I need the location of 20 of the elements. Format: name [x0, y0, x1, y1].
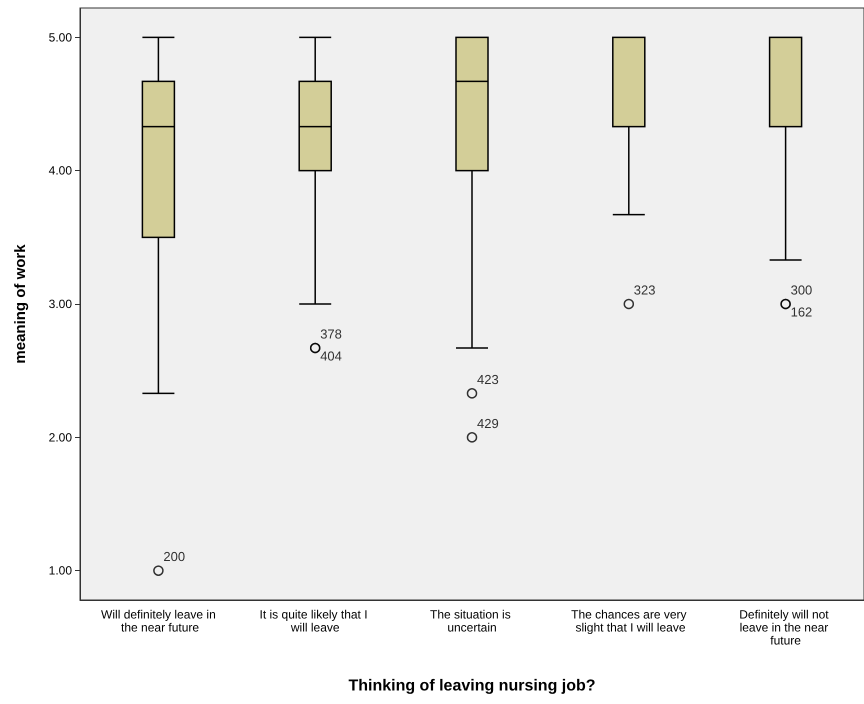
annotation: 404 [320, 348, 342, 364]
annotation: 200 [163, 549, 186, 564]
x-tick-label: Will definitely leave in the near future [101, 608, 216, 634]
x-tick-label: The chances are very slight that I will leave [571, 608, 686, 634]
x-tick-label: Definitely will not leave in the near future [739, 608, 832, 648]
annotation: 323 [634, 282, 656, 298]
y-tick-label: 1.00 [48, 564, 72, 578]
y-tick-label: 2.00 [48, 430, 72, 444]
x-tick-label: It is quite likely that I will leave [260, 608, 371, 634]
x-axis-title: Thinking of leaving nursing job? [348, 678, 596, 694]
y-tick-label: 5.00 [48, 30, 72, 44]
annotation: 300 [790, 282, 812, 298]
x-tick-label: The situation is uncertain [430, 608, 514, 634]
y-tick-label: 4.00 [48, 164, 72, 178]
annotation: 378 [320, 326, 342, 342]
annotation: 429 [477, 416, 499, 431]
y-tick-label: 3.00 [48, 297, 72, 311]
annotation: 423 [477, 372, 499, 387]
annotation: 162 [790, 304, 812, 320]
y-axis-title: meaning of work [12, 244, 29, 364]
